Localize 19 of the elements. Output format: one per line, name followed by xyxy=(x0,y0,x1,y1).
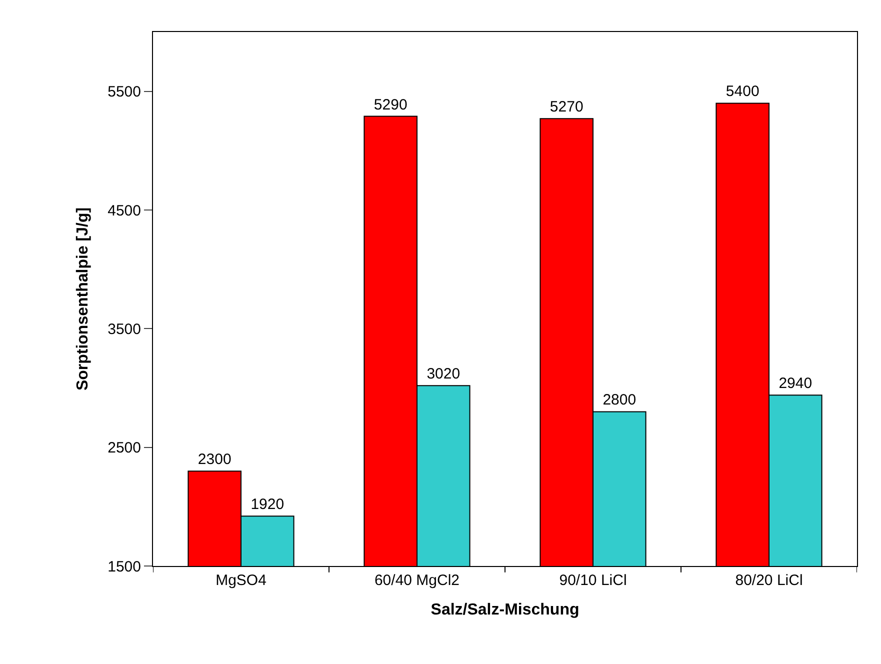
x-tick-label: 60/40 MgCl2 xyxy=(374,572,460,589)
x-tick-label: 90/10 LiCl xyxy=(559,572,627,589)
y-tick-label: 3500 xyxy=(108,320,141,338)
data-label: 1920 xyxy=(250,496,284,514)
x-axis-title: Salz/Salz-Mischung xyxy=(430,602,580,619)
data-label: 5290 xyxy=(374,96,408,114)
data-label: 2940 xyxy=(778,375,812,392)
data-label: 2300 xyxy=(198,451,232,468)
y-axis-title: Sorptionsenthalpie [J/g] xyxy=(74,207,92,391)
y-tick-label: 2500 xyxy=(108,440,141,457)
y-tick-label: 5500 xyxy=(108,84,141,101)
data-label: 5400 xyxy=(726,83,760,100)
y-tick-label: 1500 xyxy=(108,558,141,576)
data-label: 3020 xyxy=(426,366,460,383)
data-label: 5270 xyxy=(550,98,584,116)
y-tick-label: 4500 xyxy=(108,202,141,220)
data-label: 2800 xyxy=(602,392,636,409)
x-tick-label: 80/20 LiCl xyxy=(735,572,803,589)
x-tick-label: MgSO4 xyxy=(216,572,266,589)
